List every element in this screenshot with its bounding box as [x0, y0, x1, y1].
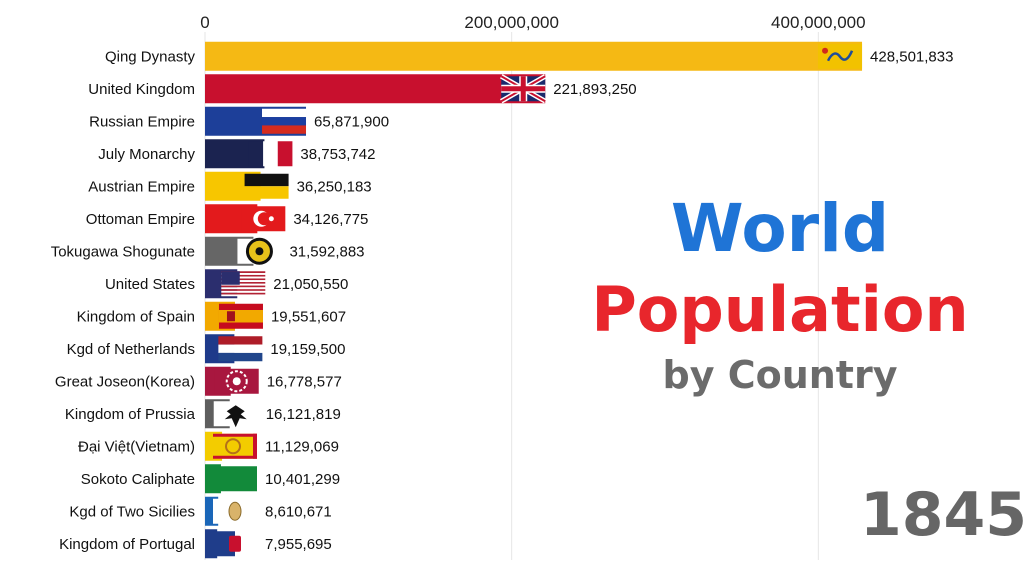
value-label: 428,501,833 — [870, 48, 953, 65]
category-label: Đại Việt(Vietnam) — [78, 438, 195, 455]
value-label: 21,050,550 — [273, 276, 348, 293]
value-label: 7,955,695 — [265, 536, 332, 553]
spain-flag-icon — [218, 303, 263, 329]
value-label: 11,129,069 — [265, 438, 339, 455]
portugal-flag-icon — [213, 531, 257, 557]
ottoman-flag-icon — [241, 206, 286, 232]
russia-flag-icon — [262, 108, 307, 134]
value-label: 36,250,183 — [297, 178, 372, 195]
france-tricolor-flag-icon — [248, 141, 293, 167]
category-label: United Kingdom — [88, 81, 195, 98]
category-label: Austrian Empire — [88, 178, 195, 195]
value-label: 10,401,299 — [265, 471, 340, 488]
category-label: Kingdom of Prussia — [65, 406, 196, 423]
sokoto-flag-icon — [213, 466, 257, 492]
title-line-world: World — [670, 190, 890, 267]
value-label: 16,778,577 — [267, 373, 342, 390]
chart-title: World Population by Country — [560, 188, 1000, 400]
usa-flag-icon — [221, 271, 266, 297]
x-tick-label: 0 — [200, 13, 209, 32]
union-jack-flag-icon — [500, 74, 547, 104]
category-label: Kingdom of Portugal — [59, 536, 195, 553]
value-label: 34,126,775 — [293, 211, 368, 228]
category-label: Russian Empire — [89, 113, 195, 130]
bar — [205, 41, 863, 71]
value-label: 38,753,742 — [300, 146, 375, 163]
value-label: 16,121,819 — [266, 406, 341, 423]
joseon-flag-icon — [214, 368, 259, 394]
x-tick-label: 400,000,000 — [771, 13, 866, 32]
category-label: United States — [105, 276, 195, 293]
category-label: Kgd of Netherlands — [67, 341, 195, 358]
value-label: 65,871,900 — [314, 113, 389, 130]
category-label: Kingdom of Spain — [77, 308, 195, 325]
value-label: 31,592,883 — [289, 243, 364, 260]
two-sicilies-flag-icon — [213, 498, 257, 524]
value-label: 8,610,671 — [265, 503, 332, 520]
bar — [205, 74, 546, 104]
qing-dragon-flag-icon — [818, 43, 863, 69]
netherlands-flag-icon — [218, 336, 263, 362]
category-label: Great Joseon(Korea) — [55, 373, 195, 390]
austria-flag-icon — [244, 173, 289, 199]
value-label: 221,893,250 — [553, 81, 636, 98]
year-label: 1845 — [860, 480, 1024, 550]
category-label: Qing Dynasty — [105, 48, 196, 65]
x-tick-label: 200,000,000 — [464, 13, 559, 32]
value-label: 19,159,500 — [270, 341, 345, 358]
prussia-eagle-flag-icon — [213, 401, 258, 428]
value-label: 19,551,607 — [271, 308, 346, 325]
title-line-population: Population — [591, 273, 969, 346]
title-line-by-country: by Country — [662, 353, 898, 397]
category-label: Tokugawa Shogunate — [51, 243, 195, 260]
dai-viet-flag-icon — [213, 433, 257, 459]
category-label: Kgd of Two Sicilies — [69, 503, 195, 520]
category-label: July Monarchy — [98, 146, 195, 163]
category-label: Ottoman Empire — [86, 211, 195, 228]
tokugawa-mon-icon — [237, 237, 282, 265]
category-label: Sokoto Caliphate — [81, 471, 195, 488]
